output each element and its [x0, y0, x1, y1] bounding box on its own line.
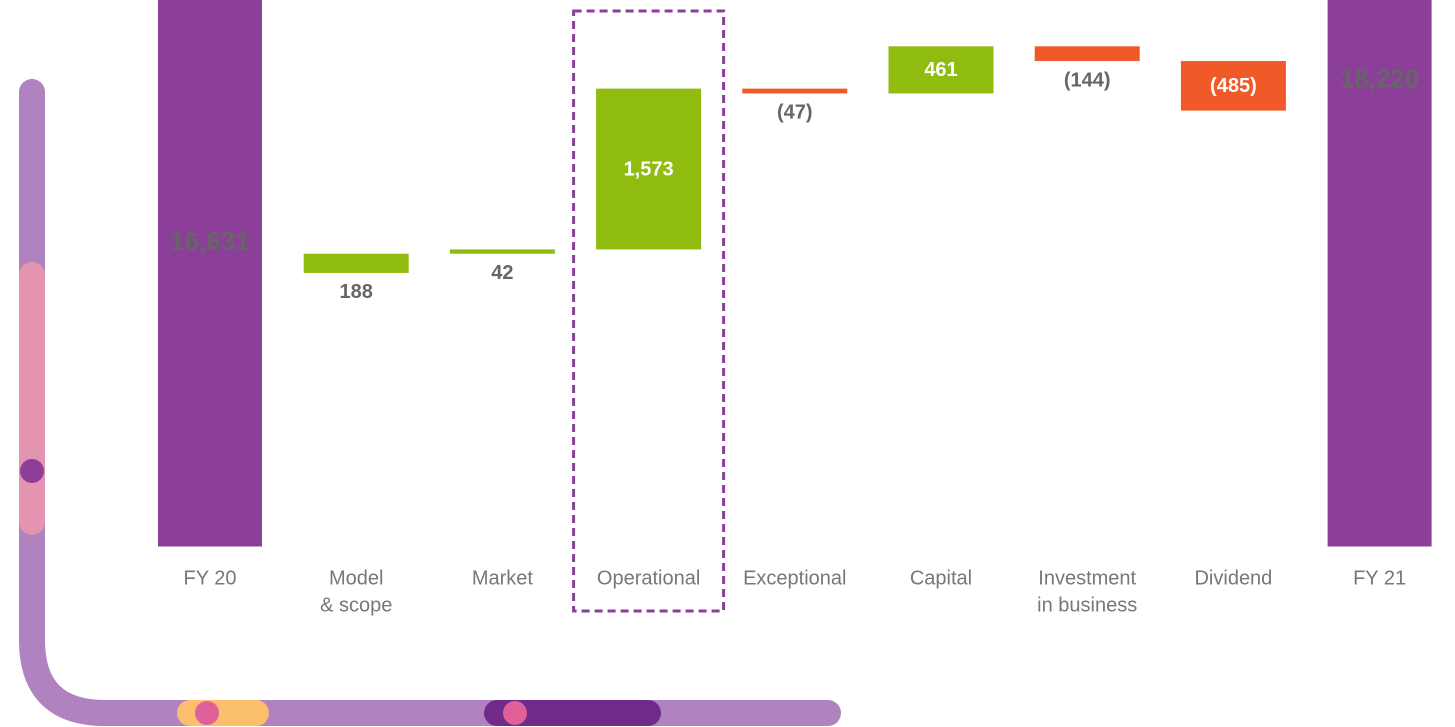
x-tick-label: Investment — [1038, 567, 1136, 589]
x-tick-label: Operational — [597, 567, 700, 589]
x-tick-label: FY 21 — [1353, 567, 1406, 589]
x-tick-label: Dividend — [1194, 567, 1272, 589]
x-tick-label: in business — [1037, 594, 1137, 616]
bar-segment — [157, 0, 263, 548]
value-label: 1,573 — [624, 158, 674, 180]
bar — [742, 88, 848, 94]
bar — [1034, 46, 1140, 62]
decoration — [19, 79, 841, 726]
total-label: 18,220 — [1340, 63, 1420, 93]
x-tick-label: Capital — [910, 567, 972, 589]
bar — [449, 249, 555, 254]
track — [19, 79, 841, 726]
x-tick-label: & scope — [320, 594, 392, 616]
value-label: 188 — [340, 281, 373, 303]
value-label: (47) — [777, 102, 813, 124]
track-dot — [20, 459, 44, 483]
x-tick-label: Exceptional — [743, 567, 846, 589]
value-label: (485) — [1210, 75, 1257, 97]
x-tick-label: Market — [472, 567, 534, 589]
total-label: 16,631 — [170, 226, 250, 256]
bar — [596, 88, 702, 250]
bar — [1180, 61, 1286, 111]
value-label: 42 — [491, 262, 513, 284]
value-label: 461 — [924, 59, 957, 81]
x-tick-label: Model — [329, 567, 383, 589]
value-label: (144) — [1064, 69, 1111, 91]
bar — [888, 46, 994, 94]
bar-segment — [1326, 0, 1433, 548]
highlight-box — [572, 9, 726, 613]
x-tick-label: FY 20 — [184, 567, 237, 589]
bar — [303, 253, 409, 273]
track-dot — [503, 701, 527, 725]
track-dot — [195, 701, 219, 725]
